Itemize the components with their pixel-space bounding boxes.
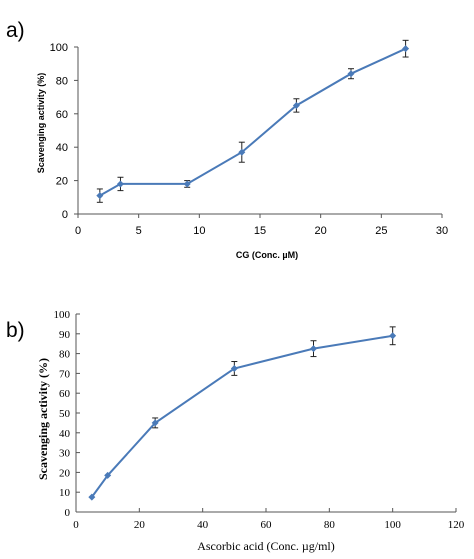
panel-b-y-axis-title: Scavenging activity (%) [36,358,50,480]
panel-b: b) Ascorbic acid (Conc. µg/ml) Scavengin… [6,309,465,553]
panel-a-y-tick-label: 60 [56,109,68,121]
panel-b-y-tick-label: 0 [65,507,71,519]
data-point-marker [183,180,191,188]
panel-a-x-tick-label: 5 [136,225,142,237]
data-point-marker [310,345,317,353]
panel-a-y-tick-label: 80 [56,75,68,87]
data-point-marker [151,419,159,427]
panel-a-series-line [99,47,407,197]
panel-b-y-tick-label: 80 [59,349,71,361]
data-point-marker [238,148,246,156]
panel-b-y-tick-label: 20 [59,467,71,479]
panel-b-y-tick-label: 70 [59,368,71,380]
panel-b-label: b) [6,319,25,342]
panel-b-x-axis-title: Ascorbic acid (Conc. µg/ml) [197,539,335,553]
data-point-marker [347,70,355,78]
data-point-marker [104,471,112,479]
panel-a-y-axis-title: Scavenging activity (%) [36,73,46,174]
data-point-marker [292,101,300,109]
panel-a-x-tick-label: 15 [254,225,266,237]
panel-b-y-tick-label: 60 [59,388,71,400]
panel-a-x-axis-title: CG (Conc. µM) [236,250,298,260]
panel-a: a) CG (Conc. µM) Scavenging activity (%)… [6,19,448,260]
panel-a-y-tick-label: 40 [56,142,68,154]
data-point-marker [116,180,124,188]
data-point-marker [389,332,397,340]
panel-a-y-tick-label: 0 [62,209,68,221]
panel-b-x-tick-label: 80 [324,519,336,531]
panel-a-x-tick-label: 25 [375,225,387,237]
panel-b-y-tick-label: 10 [59,487,71,499]
panel-b-x-tick-label: 100 [384,519,401,531]
panel-b-y-tick-label: 30 [59,448,71,460]
panel-a-x-tick-label: 20 [315,225,327,237]
panel-b-x-tick-label: 120 [448,519,465,531]
data-point-marker [230,364,238,372]
panel-b-x-tick-label: 0 [73,519,79,531]
panel-b-x-tick-label: 60 [261,519,273,531]
data-point-marker [402,45,410,53]
panel-b-y-tick-label: 40 [59,428,71,440]
panel-b-y-tick-label: 50 [59,408,71,420]
panel-a-x-tick-label: 0 [75,225,81,237]
panel-a-x-tick-label: 10 [193,225,205,237]
panel-a-y-tick-label: 20 [56,176,68,188]
panel-b-series-line [90,334,393,498]
panel-a-x-tick-label: 30 [436,225,448,237]
data-point-marker [96,192,104,200]
panel-a-label: a) [6,19,25,42]
panel-b-x-tick-label: 20 [134,519,146,531]
panel-b-y-tick-label: 90 [59,329,71,341]
panel-b-x-tick-label: 40 [197,519,209,531]
panel-a-y-tick-label: 100 [50,42,68,54]
panel-b-y-tick-label: 100 [54,309,71,321]
data-point-marker [88,493,96,501]
